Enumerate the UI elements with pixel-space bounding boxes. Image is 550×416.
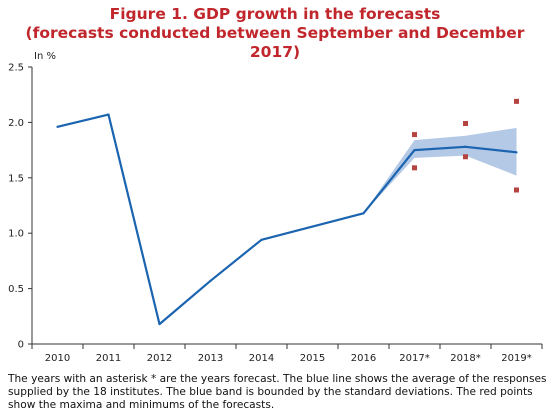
x-tick-label: 2018* [450,353,480,364]
min-forecast-point [514,187,519,193]
average-data-point [56,125,59,128]
x-tick-label: 2012 [147,353,172,364]
average-data-point [413,149,416,152]
y-tick-label: 1.5 [8,173,24,184]
average-data-point [311,225,314,228]
x-tick-label: 2011 [96,353,121,364]
x-tick-label: 2016 [351,353,376,364]
max-forecast-point [514,98,519,104]
average-data-point [515,151,518,154]
average-data-point [158,322,161,326]
x-tick-label: 2017* [399,353,429,364]
y-tick-label: 2.5 [8,63,24,74]
x-tick-label: 2014 [249,353,274,364]
average-data-point [209,279,212,282]
chart-footnote: The years with an asterisk * are the yea… [8,373,547,412]
chart-title-line-2: (forecasts conducted between September a… [25,24,525,61]
x-tick-label: 2010 [45,353,70,364]
max-forecast-point [412,132,417,138]
min-forecast-point [463,154,468,160]
max-forecast-point [463,121,468,127]
y-axis-unit-label: In % [34,51,56,62]
y-tick-label: 1.0 [8,229,24,240]
std-dev-band [363,127,517,214]
x-tick-label: 2015 [300,353,325,364]
average-data-point [107,113,110,116]
min-forecast-point [412,165,417,171]
x-tick-label: 2019* [501,353,531,364]
average-data-point [464,145,467,148]
chart-title-line-1: Figure 1. GDP growth in the forecasts [109,5,441,23]
y-tick-label: 2.0 [8,118,24,129]
y-tick-label: 0.5 [8,284,24,295]
average-data-point [362,212,365,215]
average-data-point [260,238,263,241]
x-tick-label: 2013 [198,353,223,364]
average-forecast-line [57,113,517,326]
y-tick-label: 0 [18,340,24,351]
